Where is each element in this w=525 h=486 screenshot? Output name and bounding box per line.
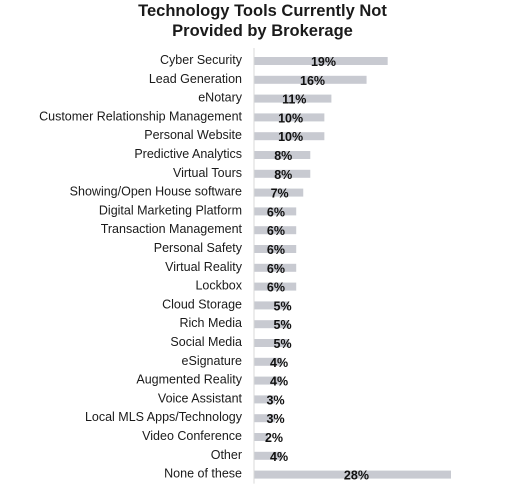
value-label: 10% — [278, 111, 303, 125]
category-label: Transaction Management — [101, 222, 243, 236]
value-label: 4% — [270, 375, 288, 389]
value-label: 11% — [282, 93, 306, 107]
bar — [254, 263, 297, 272]
category-label: Voice Assistant — [158, 391, 243, 405]
bar — [254, 94, 332, 103]
value-label: 6% — [267, 262, 285, 276]
bar — [254, 414, 276, 423]
value-label: 8% — [274, 149, 292, 163]
category-label: Other — [211, 448, 242, 462]
value-label: 4% — [270, 450, 288, 464]
bar — [254, 301, 290, 310]
category-label: Lead Generation — [149, 72, 242, 86]
value-label: 6% — [267, 243, 285, 257]
bar — [254, 113, 325, 122]
bar — [254, 207, 297, 216]
category-label: Augmented Reality — [136, 373, 242, 387]
bar — [254, 57, 388, 65]
category-label: Social Media — [170, 335, 242, 349]
category-label: Predictive Analytics — [134, 147, 242, 161]
bar — [254, 376, 283, 385]
bar — [254, 169, 311, 178]
bar — [254, 433, 269, 441]
bar — [254, 132, 325, 141]
category-label: Personal Safety — [154, 241, 243, 255]
category-label: Local MLS Apps/Technology — [85, 410, 243, 424]
value-label: 5% — [274, 299, 292, 313]
bar — [254, 226, 297, 235]
bar — [254, 151, 311, 159]
category-label: Customer Relationship Management — [39, 109, 242, 123]
value-label: 6% — [267, 281, 285, 295]
category-label: Virtual Tours — [173, 166, 242, 180]
category-label: Rich Media — [179, 316, 242, 330]
bar — [254, 320, 290, 329]
value-label: 28% — [344, 469, 369, 483]
category-label: Digital Marketing Platform — [99, 203, 242, 217]
chart-title-line-2: Provided by Brokerage — [172, 22, 353, 40]
value-label: 3% — [267, 412, 285, 426]
category-label: eSignature — [182, 354, 243, 368]
bar — [254, 282, 297, 291]
bar — [254, 75, 367, 84]
value-label: 8% — [274, 168, 292, 182]
bars-layer — [254, 57, 451, 479]
value-label: 2% — [265, 431, 283, 445]
value-label: 6% — [267, 224, 285, 238]
bar — [254, 470, 451, 479]
value-label: 3% — [267, 393, 285, 407]
value-label: 7% — [271, 187, 289, 201]
value-label: 6% — [267, 205, 285, 219]
bar — [254, 245, 297, 253]
chart-title-line-1: Technology Tools Currently Not — [138, 2, 387, 20]
bar — [254, 357, 283, 366]
bar — [254, 451, 283, 460]
bar — [254, 339, 290, 347]
value-label: 5% — [274, 318, 292, 332]
value-label: 5% — [274, 337, 292, 351]
value-label: 10% — [278, 130, 303, 144]
labels-layer: Cyber Security 19% Lead Generation 16% eNota… — [39, 53, 369, 483]
value-label: 4% — [270, 356, 288, 370]
category-label: Cloud Storage — [162, 297, 242, 311]
bar — [254, 395, 276, 404]
value-label: 19% — [311, 55, 336, 69]
category-label: None of these — [164, 467, 242, 481]
category-label: Virtual Reality — [165, 260, 243, 274]
category-label: Video Conference — [142, 429, 242, 443]
category-label: Showing/Open House software — [70, 185, 242, 199]
value-label: 16% — [300, 74, 325, 88]
category-label: eNotary — [198, 91, 243, 105]
bar — [254, 188, 304, 197]
category-label: Lockbox — [195, 279, 242, 293]
category-label: Cyber Security — [160, 53, 243, 67]
category-label: Personal Website — [144, 128, 242, 142]
